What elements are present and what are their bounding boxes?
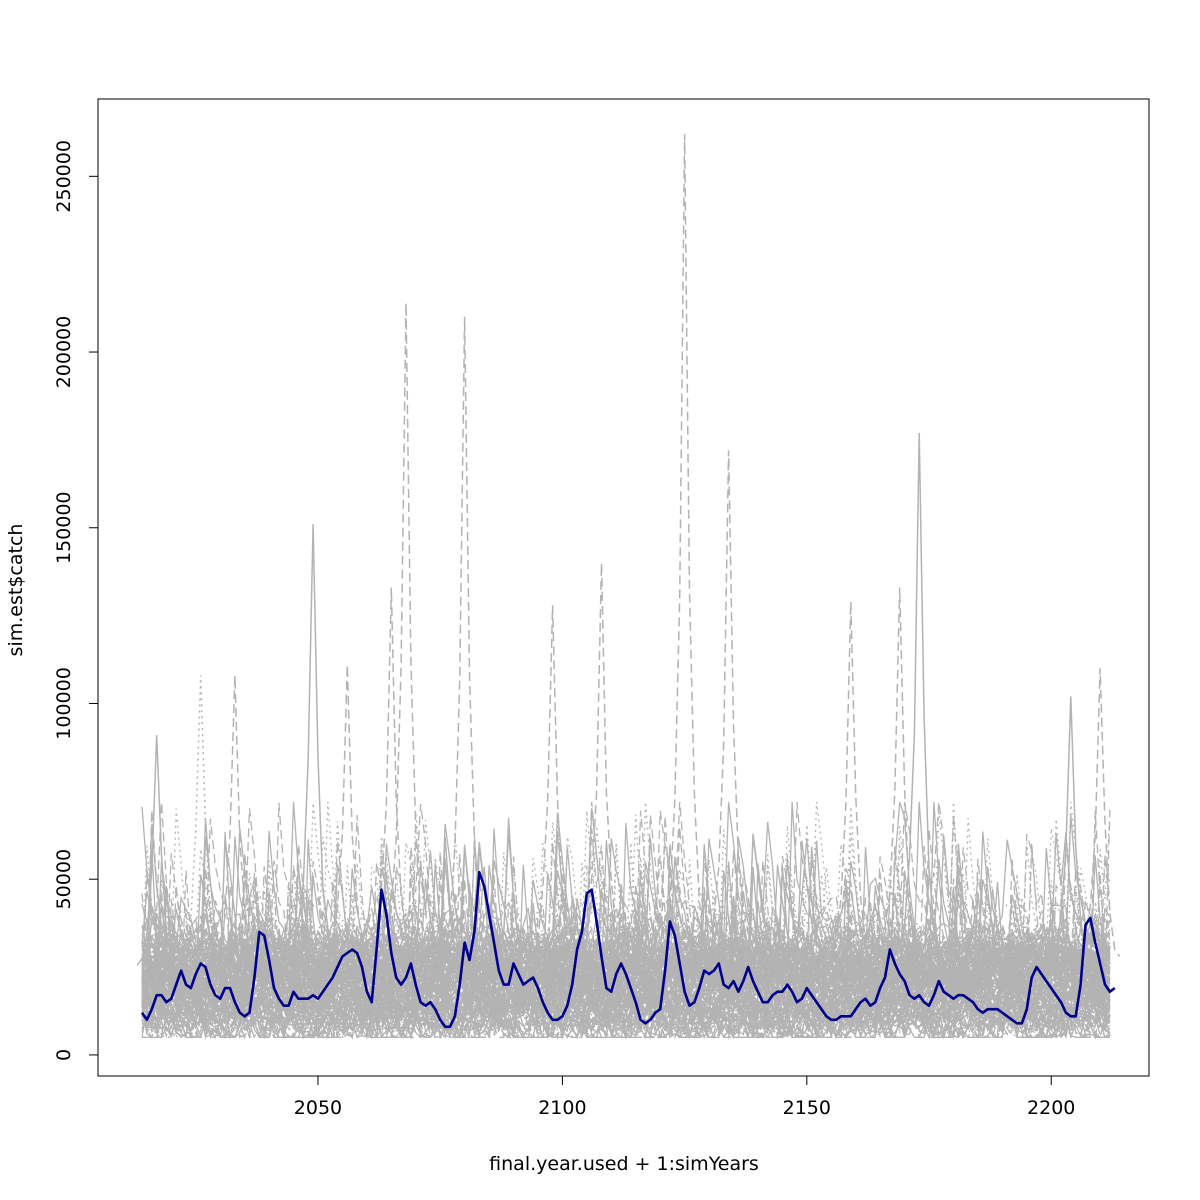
background-peak-line xyxy=(136,735,177,966)
x-tick-label: 2050 xyxy=(294,1097,342,1119)
x-tick-label: 2150 xyxy=(783,1097,831,1119)
background-series-line xyxy=(141,806,1111,971)
background-series-line xyxy=(141,822,1111,1003)
background-peak-line xyxy=(385,302,427,943)
background-series-line xyxy=(141,841,1111,991)
background-peak-line xyxy=(370,587,412,961)
background-peak-line xyxy=(444,316,485,956)
background-series-line xyxy=(141,901,1111,1040)
background-peak-line xyxy=(292,524,334,959)
x-tick-label: 2200 xyxy=(1027,1097,1075,1119)
background-peak-line xyxy=(581,562,622,953)
highlight-series-group xyxy=(140,870,1116,1029)
background-series-line xyxy=(141,856,1111,1040)
background-series-line xyxy=(141,883,1111,1010)
background-peak-line xyxy=(708,450,749,953)
highlight-series-line xyxy=(140,870,1116,1029)
background-series-line xyxy=(141,802,1111,968)
y-tick-label: 200000 xyxy=(53,316,75,389)
y-axis: 0 50000 100000 150000 200000 250000 xyxy=(53,140,99,1061)
background-series-line xyxy=(141,884,1111,1040)
background-series-line xyxy=(141,801,1111,1018)
background-series-line xyxy=(141,801,1111,990)
background-series-line xyxy=(141,922,1111,1040)
x-axis-label: final.year.used + 1:simYears xyxy=(489,1153,759,1175)
background-peak-line xyxy=(879,587,920,967)
background-series-line xyxy=(141,830,1111,976)
y-tick-label: 250000 xyxy=(53,140,75,213)
background-peak-line xyxy=(180,675,221,959)
background-series-line xyxy=(141,851,1111,1033)
background-peak-line xyxy=(664,134,705,949)
y-tick-label: 0 xyxy=(53,1049,75,1061)
background-series-group xyxy=(136,134,1121,1040)
y-axis-label: sim.est$catch xyxy=(5,524,27,657)
background-series-line xyxy=(141,835,1111,997)
background-peak-line xyxy=(532,605,573,956)
background-series-line xyxy=(141,855,1111,992)
background-series-line xyxy=(141,801,1111,997)
background-peak-line xyxy=(898,432,940,952)
background-series-line xyxy=(141,865,1111,1040)
y-tick-label: 50000 xyxy=(53,849,75,909)
y-tick-label: 150000 xyxy=(53,491,75,564)
background-peak-line xyxy=(214,675,256,964)
background-peak-line xyxy=(830,601,872,965)
background-series-line xyxy=(141,901,1111,1033)
x-axis: 2050 2100 2150 2200 xyxy=(294,1075,1075,1119)
background-series-line xyxy=(141,812,1111,1004)
x-tick-label: 2100 xyxy=(538,1097,586,1119)
y-tick-label: 100000 xyxy=(53,667,75,740)
background-peak-line xyxy=(1079,668,1121,969)
